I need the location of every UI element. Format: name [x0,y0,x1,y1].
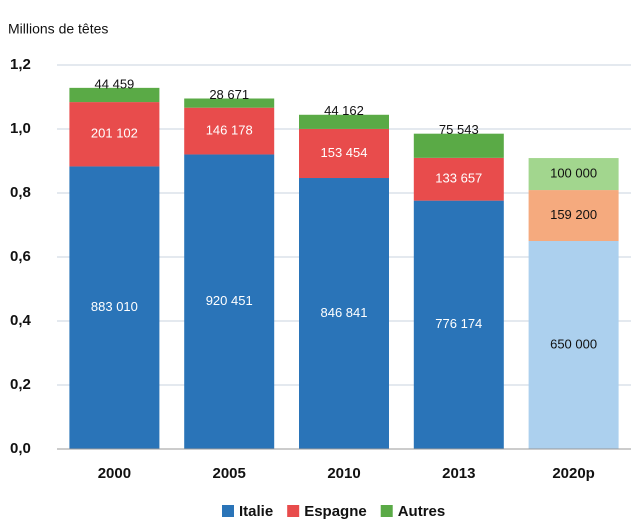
data-label: 153 454 [321,145,368,160]
legend-swatch [222,505,234,517]
x-tick-label: 2013 [442,465,475,482]
y-tick-label: 0,8 [10,184,31,201]
bar-segment [413,133,504,158]
bar-segment [69,166,160,449]
bar-segment [528,241,619,449]
bar-segment [299,114,389,129]
data-label: 28 671 [209,87,249,102]
data-label: 650 000 [550,336,597,351]
data-label: 44 162 [324,103,364,118]
bar-segment [184,154,275,449]
legend-swatch [380,505,393,517]
x-tick-label: 2000 [98,465,131,482]
y-tick-label: 0,6 [10,248,31,265]
data-label: 75 543 [439,122,479,137]
legend-label: Espagne [304,503,367,520]
y-tick-label: 1,0 [10,120,31,137]
data-label: 100 000 [550,165,597,180]
data-label: 883 010 [91,299,138,314]
data-label: 846 841 [321,305,368,320]
bar-segment [528,158,619,191]
bar-segment [528,190,619,241]
y-tick-label: 0,0 [10,440,31,457]
bar-segment [69,102,160,167]
legend-label: Italie [239,503,273,520]
x-tick-label: 2020p [552,465,595,482]
bar-segment [299,178,389,450]
bar-segment [413,200,504,449]
data-label: 776 174 [435,316,482,331]
data-label: 920 451 [206,293,253,308]
legend-label: Autres [398,503,446,520]
data-label: 159 200 [550,207,597,222]
y-axis-title: Millions de têtes [8,21,108,37]
bar-segment [413,157,504,201]
y-tick-label: 0,4 [10,312,32,329]
y-tick-label: 0,2 [10,376,31,393]
y-tick-label: 1,2 [10,56,31,73]
bar-segment [184,107,275,155]
data-label: 146 178 [206,123,253,138]
bar-segment [299,128,389,179]
data-label: 133 657 [435,171,482,186]
x-tick-label: 2005 [213,465,246,482]
legend-swatch [287,505,300,517]
data-label: 201 102 [91,126,138,141]
bar-segment [69,87,160,103]
data-label: 44 459 [95,76,135,91]
bar-segment [184,98,275,108]
x-tick-label: 2010 [327,465,360,482]
